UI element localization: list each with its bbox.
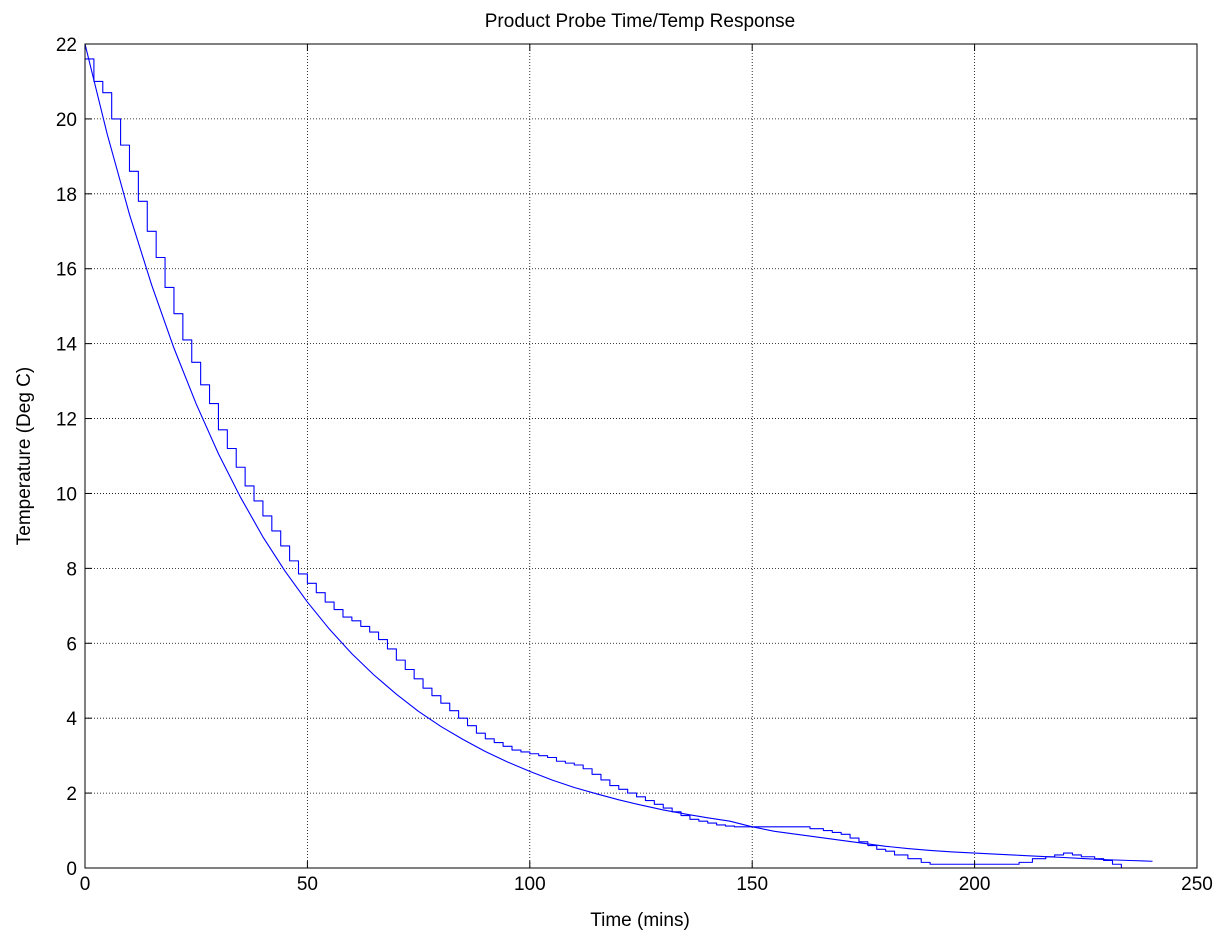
grid-lines	[85, 44, 1197, 868]
axes	[84, 43, 1198, 869]
x-tick-label: 0	[80, 874, 91, 895]
series-line-1	[84, 43, 1153, 862]
series-line-2	[85, 58, 1122, 868]
chart-title: Product Probe Time/Temp Response	[485, 11, 796, 32]
y-tick-label: 14	[56, 335, 78, 356]
x-axis-label: Time (mins)	[590, 910, 690, 931]
y-tick-label: 22	[56, 35, 77, 56]
y-tick-label: 8	[66, 559, 77, 580]
x-tick-label: 50	[297, 874, 318, 895]
series-lines	[84, 43, 1153, 868]
x-tick-label: 100	[514, 874, 546, 895]
x-tick-label: 200	[959, 874, 991, 895]
x-tick-label: 250	[1181, 874, 1213, 895]
y-tick-label: 2	[66, 784, 77, 805]
y-tick-label: 12	[56, 410, 77, 431]
y-tick-label: 10	[56, 484, 77, 505]
y-tick-label: 4	[66, 709, 77, 730]
y-axis-label: Temperature (Deg C)	[14, 367, 35, 545]
y-tick-label: 6	[66, 634, 77, 655]
y-tick-label: 20	[56, 110, 77, 131]
y-tick-label: 16	[56, 260, 77, 281]
y-tick-label: 18	[56, 185, 77, 206]
x-tick-label: 150	[736, 874, 768, 895]
plot-frame	[84, 43, 1198, 869]
y-tick-label: 0	[66, 859, 77, 880]
tick-labels: 0 50 100 150 200 250 0 2 4 6 8 10 12 14 16 18 20 22	[56, 35, 1213, 895]
